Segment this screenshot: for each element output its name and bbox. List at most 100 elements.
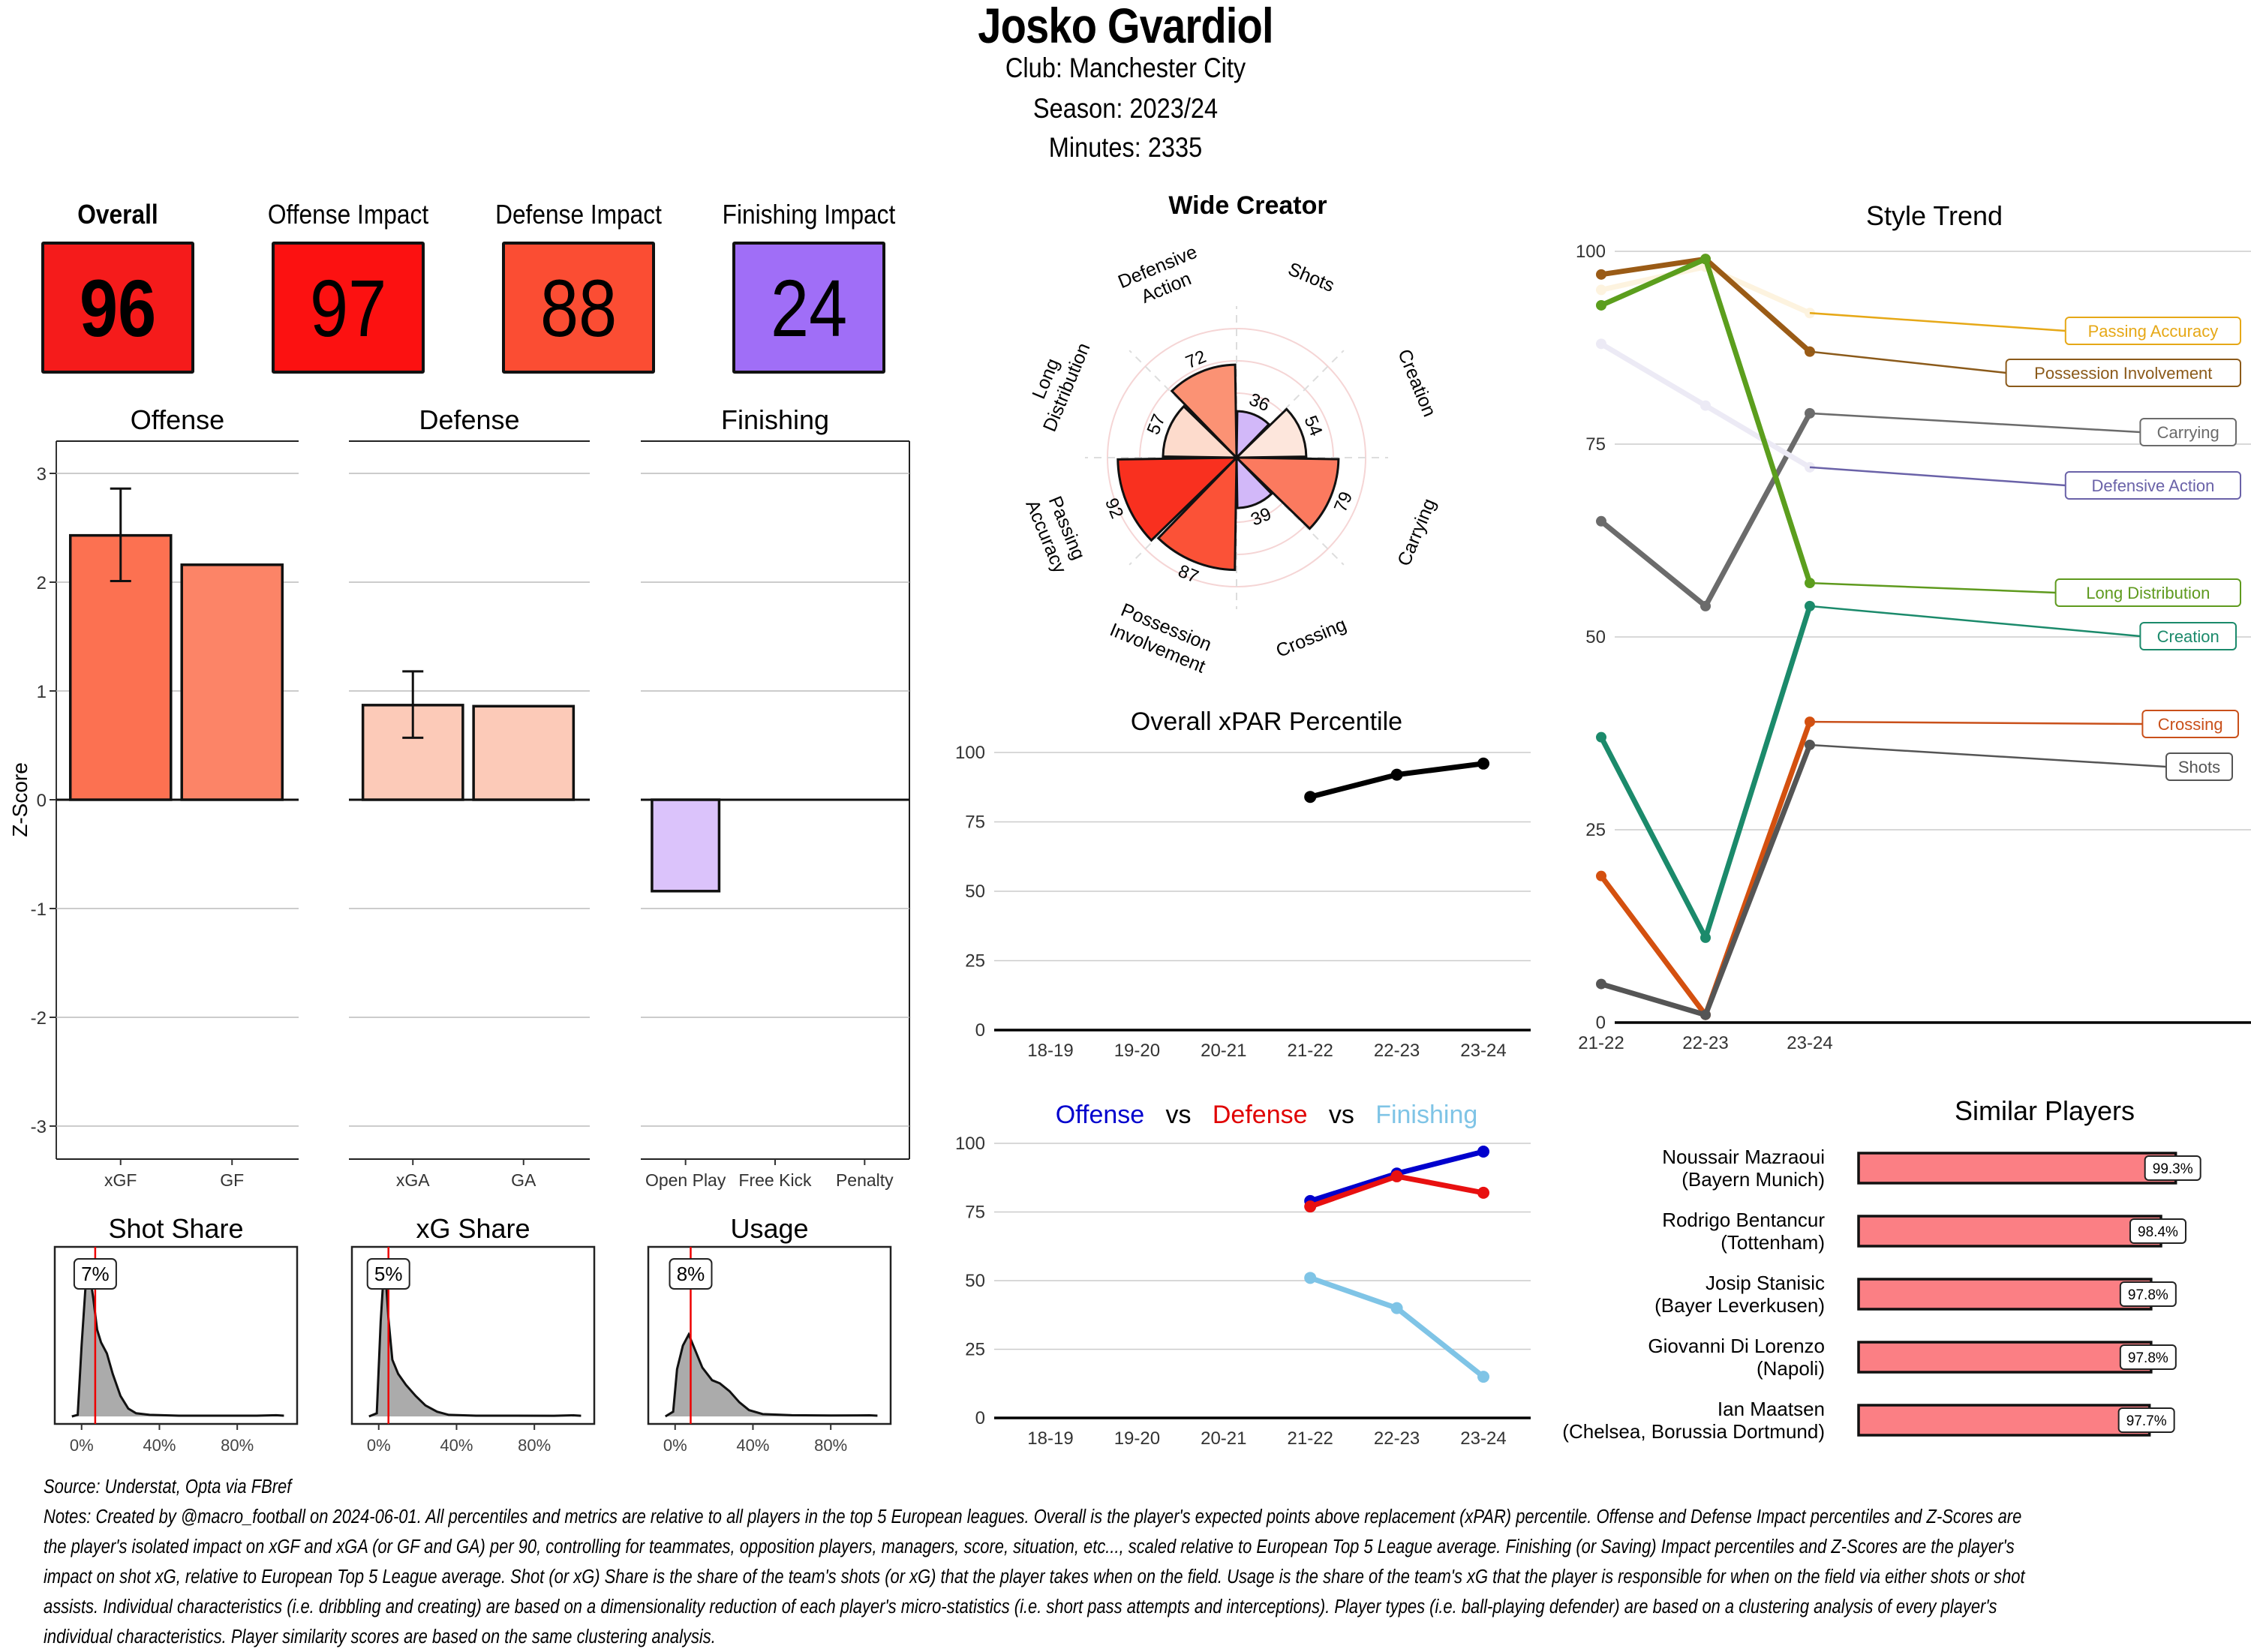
x-tick-label: 40% (143, 1436, 176, 1455)
x-tick-label: GA (511, 1170, 536, 1190)
y-tick-label: 3 (37, 464, 47, 485)
y-tick-label: -2 (31, 1008, 47, 1029)
series-point (1304, 1272, 1317, 1284)
notes-line-4: assists. Individual characteristics (i.e… (44, 1596, 1997, 1617)
polar-slice-creation (1234, 407, 1308, 459)
polar-spoke (1236, 457, 1345, 566)
x-tick-label: 21-22 (1288, 1041, 1333, 1061)
zscore-bar-charts: Z-Score 3 2 1 0 -1 -2 -3 Offense xGF GF Defense xGA G… (8, 404, 910, 1190)
x-tick-label: 0% (70, 1436, 94, 1455)
polar-slice-crossing (1235, 455, 1273, 509)
similarity-bar (1857, 1278, 2153, 1311)
series-label-box (2141, 710, 2239, 738)
series-point (1700, 1009, 1711, 1020)
x-tick-label: 20-21 (1201, 1428, 1246, 1449)
club-label: Club: Manchester City (1005, 53, 1246, 83)
notes-line-1: Notes: Created by @macro_football on 202… (44, 1506, 2022, 1527)
notes-line-3: impact on shot xG, relative to European … (44, 1566, 2025, 1587)
player-club: (Bayern Munich) (1681, 1168, 1825, 1191)
density-frame (350, 1245, 596, 1425)
x-tick-label: xGA (396, 1170, 430, 1190)
player-name: Giovanni Di Lorenzo (1648, 1335, 1825, 1357)
card-label: Offense Impact (267, 199, 429, 230)
y-tick-label: 0 (975, 1408, 985, 1428)
series-point (1596, 978, 1606, 990)
series-label-leader (1809, 605, 2141, 638)
card-value: 24 (770, 262, 848, 353)
polar-value-label: 87 (1175, 561, 1201, 587)
polar-spoke (1129, 350, 1237, 458)
impact-title-part: vs (1308, 1101, 1354, 1129)
marker-label: 7% (81, 1263, 110, 1285)
series-label: Creation (2157, 627, 2219, 646)
similarity-label-box (2117, 1407, 2175, 1433)
series-label-box (2054, 578, 2242, 607)
series-line-shots (1600, 743, 1813, 1018)
series-point (1390, 1170, 1403, 1182)
xpar-title: Overall xPAR Percentile (1131, 707, 1402, 736)
y-tick-label: 100 (955, 1134, 985, 1154)
similarity-label-box (2119, 1281, 2177, 1307)
y-tick-label: 75 (1585, 434, 1606, 455)
density-title: xG Share (416, 1213, 530, 1244)
series-point (1477, 1145, 1489, 1158)
player-name: Ian Maatsen (1718, 1398, 1825, 1420)
similarity-bar (1857, 1341, 2153, 1374)
similarity-label-box (2129, 1218, 2186, 1244)
series-line-long-distribution (1600, 256, 1813, 584)
polar-slice-carrying (1234, 456, 1340, 530)
bar-open-play (651, 798, 721, 893)
density-frame (647, 1245, 892, 1425)
panel-title: Defense (419, 404, 519, 435)
series-line-finishing (1309, 1275, 1486, 1379)
series-label-box (2064, 471, 2242, 500)
density-frame (53, 1245, 299, 1425)
polar-title: Wide Creator (1168, 191, 1327, 220)
series-label: Carrying (2157, 423, 2219, 442)
xpar-trend-chart: Overall xPAR Percentile 100 75 50 25 0 18-19 19… (955, 707, 1531, 1061)
x-tick-label: 18-19 (1027, 1041, 1073, 1061)
player-name: Rodrigo Bentancur (1662, 1209, 1825, 1231)
series-label: Passing Accuracy (2088, 322, 2219, 341)
series-point (1700, 254, 1711, 265)
density-area (368, 1259, 582, 1416)
x-tick-label: 21-22 (1578, 1033, 1624, 1053)
impact-title-part: Offense (1056, 1101, 1144, 1129)
similarity-label: 98.4% (2138, 1224, 2178, 1240)
y-axis-label: Z-Score (8, 762, 32, 837)
series-point (1477, 1371, 1489, 1383)
polar-value-label: 54 (1300, 413, 1326, 439)
similarity-label: 97.7% (2126, 1413, 2167, 1429)
percentile-card: 96 (41, 242, 194, 374)
bar-xgf (68, 533, 173, 801)
similarity-label: 97.8% (2128, 1287, 2168, 1303)
similarity-bar (1857, 1404, 2151, 1437)
player-name-title: Josko Gvardiol (978, 0, 1273, 53)
player-club: (Bayer Leverkusen) (1654, 1294, 1825, 1317)
polar-category-label: Carrying (1393, 495, 1440, 569)
polar-value-label: 92 (1101, 495, 1127, 521)
x-tick-label: 80% (814, 1436, 847, 1455)
polar-value-label: 57 (1144, 411, 1170, 437)
x-tick-label: 20-21 (1201, 1041, 1246, 1061)
series-point (1477, 757, 1489, 770)
series-label: Long Distribution (2086, 584, 2210, 602)
series-label-leader (1809, 412, 2141, 434)
series-line-possession-involvement (1600, 256, 1812, 354)
series-point (1304, 1200, 1317, 1213)
y-tick-label: 0 (1596, 1013, 1606, 1033)
polar-category-label: Crossing (1273, 614, 1350, 662)
series-label-leader (1809, 581, 2056, 594)
series-point (1596, 299, 1606, 311)
y-tick-label: -3 (31, 1117, 47, 1137)
marker-label: 8% (677, 1263, 705, 1285)
y-tick-label: 2 (37, 573, 47, 593)
x-tick-label: xGF (104, 1170, 137, 1190)
polar-category-label: Creation (1393, 346, 1440, 419)
polar-slice-possession-involvement (1156, 455, 1238, 572)
percentile-card: 97 (272, 242, 425, 374)
similarity-bar (1857, 1152, 2177, 1185)
y-tick-label: 50 (965, 1271, 985, 1291)
style-polar-chart: Wide Creator 36 Shots 54 Creation 79 Carrying 3… (1021, 191, 1440, 677)
impact-title-part: Finishing (1354, 1101, 1477, 1129)
